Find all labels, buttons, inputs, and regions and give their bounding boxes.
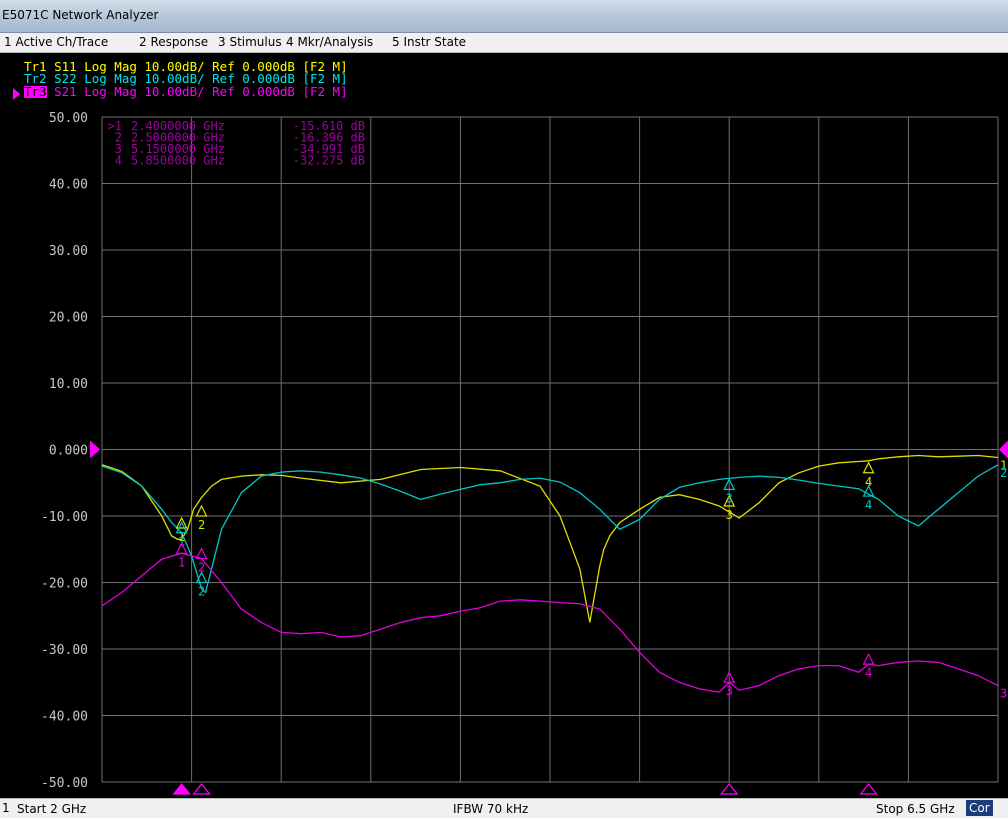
trace-s11 bbox=[101, 454, 999, 623]
marker-table-value: -15.610 dB bbox=[293, 119, 365, 133]
y-tick-label: 20.00 bbox=[49, 311, 88, 326]
marker-triangle bbox=[195, 547, 208, 560]
marker-label: 3 bbox=[726, 684, 733, 698]
menu-stimulus[interactable]: 3 Stimulus bbox=[218, 35, 282, 49]
menu-mkr-analysis[interactable]: 4 Mkr/Analysis bbox=[286, 35, 374, 49]
marker-label: 2 bbox=[198, 585, 205, 599]
start-frequency[interactable]: Start 2 GHz bbox=[17, 802, 87, 816]
stop-frequency[interactable]: Stop 6.5 GHz bbox=[876, 802, 955, 816]
marker-triangle bbox=[723, 670, 736, 683]
menu-bar: 1 Active Ch/Trace 2 Response 3 Stimulus … bbox=[0, 33, 1008, 53]
y-tick-label: 10.00 bbox=[49, 377, 88, 392]
menu-instr-state[interactable]: 5 Instr State bbox=[392, 35, 467, 49]
marker-label: 4 bbox=[865, 475, 872, 489]
y-tick-label: -50.00 bbox=[41, 776, 88, 791]
ref-arrow-left-icon bbox=[90, 440, 100, 459]
trace-s22 bbox=[101, 464, 999, 594]
ref-arrow-right-icon bbox=[999, 440, 1008, 459]
trace-end-label: 3 bbox=[1000, 687, 1007, 701]
ifbw-value[interactable]: IFBW 70 kHz bbox=[453, 802, 529, 816]
reference-markers bbox=[90, 440, 1008, 459]
trace-lines bbox=[101, 454, 999, 693]
marker-triangle bbox=[175, 541, 188, 554]
marker-triangle bbox=[195, 504, 208, 517]
stimulus-marker-icon bbox=[172, 783, 191, 795]
marker-triangle bbox=[723, 494, 736, 507]
y-tick-labels: 50.00 40.00 30.00 20.00 10.00 0.000 -10.00 -20.… bbox=[41, 111, 88, 791]
status-bar: 1 Start 2 GHz IFBW 70 kHz Stop 6.5 GHz C… bbox=[0, 798, 1008, 818]
marker-table-num: 2 bbox=[115, 131, 122, 145]
correction-badge[interactable]: Cor bbox=[966, 800, 993, 816]
marker-label: 1 bbox=[178, 555, 185, 569]
marker-table-freq: 2.5000000 GHz bbox=[131, 131, 225, 145]
marker-label: 1 bbox=[178, 530, 185, 544]
marker-triangle bbox=[862, 652, 875, 665]
marker-table-freq: 2.4000000 GHz bbox=[131, 119, 225, 133]
marker-triangle bbox=[862, 461, 875, 474]
trace-end-label: 2 bbox=[1000, 466, 1007, 480]
marker-table: >1 2.4000000 GHz -15.610 dB 2 2.5000000 GHz -… bbox=[108, 119, 365, 168]
marker-label: 4 bbox=[865, 498, 872, 512]
marker-table-freq: 5.8500000 GHz bbox=[131, 154, 225, 168]
trace-label-tr2[interactable]: Tr2 S22 Log Mag 10.00dB/ Ref 0.000dB [F2… bbox=[24, 71, 348, 86]
stimulus-marker-icon bbox=[859, 783, 878, 795]
marker-table-value: -34.991 dB bbox=[293, 142, 365, 156]
display-panel bbox=[0, 53, 1008, 798]
menu-response[interactable]: 2 Response bbox=[139, 35, 209, 49]
marker-triangle bbox=[723, 478, 736, 490]
stimulus-marker-icon bbox=[192, 783, 211, 795]
window-title: E5071C Network Analyzer bbox=[2, 8, 159, 22]
marker-triangle bbox=[175, 521, 188, 534]
marker-table-num: 4 bbox=[115, 154, 122, 168]
trace-end-label: 1 bbox=[1000, 458, 1007, 472]
plot-grid bbox=[101, 116, 999, 783]
channel-number[interactable]: 1 bbox=[2, 801, 10, 815]
active-trace-arrow-icon bbox=[13, 88, 20, 100]
marker-table-value: -32.275 dB bbox=[293, 154, 365, 168]
marker-triangle bbox=[862, 484, 875, 497]
trace-label-tr3[interactable]: Tr3 S21 Log Mag 10.00dB/ Ref 0.000dB [F2… bbox=[24, 84, 348, 99]
marker-label: 3 bbox=[726, 508, 733, 522]
marker-label: 1 bbox=[178, 535, 185, 549]
menu-active-ch-trace[interactable]: 1 Active Ch/Trace bbox=[4, 35, 109, 49]
y-tick-label: 40.00 bbox=[49, 178, 88, 193]
marker-table-num: >1 bbox=[108, 119, 122, 133]
stimulus-marker-icon bbox=[719, 783, 739, 795]
y-tick-label: -30.00 bbox=[41, 643, 88, 658]
marker-label: 4 bbox=[865, 666, 872, 680]
y-tick-label: 30.00 bbox=[49, 244, 88, 259]
trace-label-tr1[interactable]: Tr1 S11 Log Mag 10.00dB/ Ref 0.000dB [F2… bbox=[24, 59, 348, 74]
y-tick-label: 0.000 bbox=[49, 444, 88, 459]
marker-table-freq: 5.1500000 GHz bbox=[131, 142, 225, 156]
y-tick-label: -40.00 bbox=[41, 710, 88, 725]
marker-label: 2 bbox=[198, 518, 205, 532]
marker-table-value: -16.396 dB bbox=[293, 131, 365, 145]
marker-triangle bbox=[195, 571, 208, 584]
y-tick-label: -10.00 bbox=[41, 510, 88, 525]
trace-s21 bbox=[101, 552, 999, 693]
window-titlebar[interactable]: E5071C Network Analyzer bbox=[0, 0, 1008, 33]
marker-label: 2 bbox=[198, 561, 205, 575]
marker-table-num: 3 bbox=[115, 142, 122, 156]
y-tick-label: 50.00 bbox=[49, 111, 88, 126]
y-tick-label: -20.00 bbox=[41, 577, 88, 592]
marker-triangle bbox=[175, 516, 188, 529]
marker-label: 3 bbox=[726, 491, 733, 505]
